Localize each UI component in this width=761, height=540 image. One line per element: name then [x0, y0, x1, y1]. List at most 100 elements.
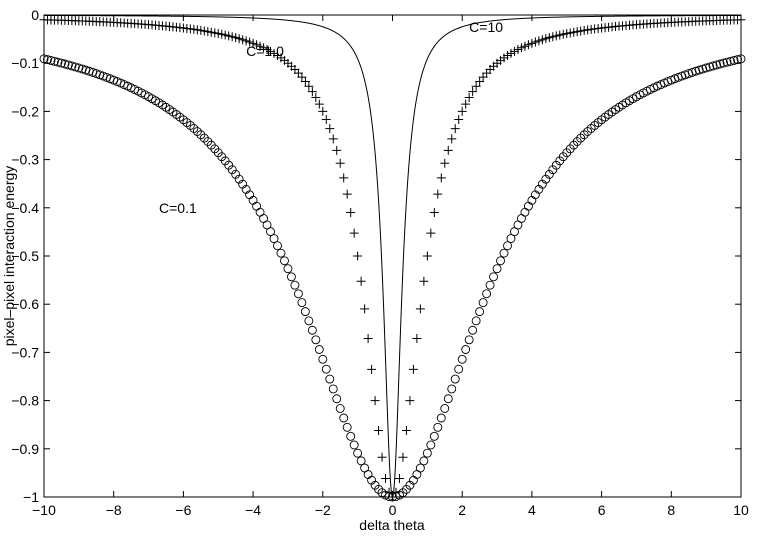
data-point: [572, 137, 582, 146]
data-point: [464, 335, 474, 345]
data-point: [454, 115, 464, 125]
data-point: [353, 251, 363, 261]
data-point: [196, 130, 206, 140]
data-point: [471, 316, 481, 326]
data-point: [694, 65, 704, 75]
data-point: [311, 93, 321, 103]
data-point: [374, 426, 384, 436]
data-point: [283, 264, 293, 274]
data-point: [297, 298, 307, 308]
data-point: [506, 234, 516, 244]
data-point: [280, 256, 289, 266]
data-point: [394, 473, 404, 483]
y-tick-label: −0.5: [11, 248, 39, 264]
data-point: [492, 264, 502, 274]
y-tick-label: −0.4: [11, 200, 39, 216]
data-point: [461, 99, 471, 109]
data-point: [719, 58, 729, 68]
data-point: [356, 276, 366, 286]
data-point: [454, 364, 464, 374]
data-point: [422, 448, 432, 458]
data-point: [227, 165, 237, 175]
data-point: [579, 130, 589, 140]
data-point: [450, 374, 460, 384]
data-point: [60, 59, 70, 69]
x-tick-label: 6: [598, 502, 606, 518]
data-point: [429, 431, 439, 441]
data-point: [691, 66, 701, 76]
series-annotations: C=0.1 C=1.0 C=10: [159, 19, 503, 216]
data-point: [496, 256, 505, 266]
data-point: [576, 133, 586, 143]
x-tick-label: −2: [315, 502, 331, 518]
data-point: [503, 241, 512, 251]
data-point: [401, 426, 411, 436]
data-point: [311, 335, 321, 345]
data-point: [318, 106, 328, 116]
y-tick-label: −0.8: [11, 393, 39, 409]
y-tick-label: −1: [23, 489, 39, 505]
data-point: [199, 133, 209, 143]
data-point: [321, 364, 331, 374]
data-point: [273, 241, 282, 251]
data-point: [321, 115, 331, 125]
y-tick-label: −0.2: [11, 103, 39, 119]
data-point: [332, 394, 342, 404]
x-tick-label: −8: [106, 502, 122, 518]
data-point: [290, 280, 300, 290]
data-point: [433, 189, 443, 199]
data-point: [705, 62, 715, 72]
data-point: [457, 106, 467, 116]
data-point: [541, 174, 551, 184]
data-point: [349, 228, 359, 238]
data-point: [50, 56, 59, 66]
data-point: [489, 272, 499, 282]
data-point: [374, 484, 384, 494]
data-point: [335, 158, 345, 168]
annotation-C=10: C=10: [469, 19, 503, 35]
data-point: [46, 56, 56, 65]
data-point: [304, 81, 314, 91]
data-point: [339, 173, 349, 183]
data-point: [419, 276, 429, 286]
data-point: [269, 234, 279, 244]
data-point: [398, 452, 408, 462]
data-point: [342, 189, 352, 199]
data-point: [698, 64, 708, 74]
data-point: [67, 61, 77, 71]
data-point: [722, 57, 732, 67]
data-point: [325, 374, 335, 384]
data-point: [485, 280, 495, 290]
data-point: [353, 448, 363, 458]
data-point: [436, 173, 446, 183]
data-point: [325, 124, 335, 134]
y-tick-label: −0.6: [11, 296, 39, 312]
data-point: [74, 63, 84, 73]
data-point: [370, 396, 380, 406]
data-point: [443, 145, 453, 155]
x-tick-label: 8: [667, 502, 675, 518]
data-point: [729, 56, 739, 65]
data-point: [429, 208, 439, 218]
axis-ticks: −10 −8 −6 −4 −2 0 2 4 6 8 10 0 −0.1 −0.2 −0.3 −0.4 −0.5 −…: [11, 7, 749, 518]
data-point: [415, 304, 425, 314]
data-point: [433, 422, 443, 432]
data-point: [464, 93, 474, 103]
y-tick-label: −0.1: [11, 55, 39, 71]
x-tick-label: −6: [175, 502, 191, 518]
data-point: [304, 316, 314, 326]
data-point: [266, 227, 275, 237]
y-tick-label: −0.7: [11, 344, 39, 360]
data-point: [712, 60, 722, 70]
data-point: [457, 354, 467, 364]
data-point: [231, 169, 241, 179]
data-point: [548, 165, 558, 175]
data-point: [342, 422, 352, 432]
data-point: [314, 345, 324, 354]
data-point: [300, 76, 310, 86]
y-tick-label: 0: [31, 7, 39, 23]
data-point: [367, 364, 377, 374]
annotation-C=1.0: C=1.0: [246, 43, 284, 59]
